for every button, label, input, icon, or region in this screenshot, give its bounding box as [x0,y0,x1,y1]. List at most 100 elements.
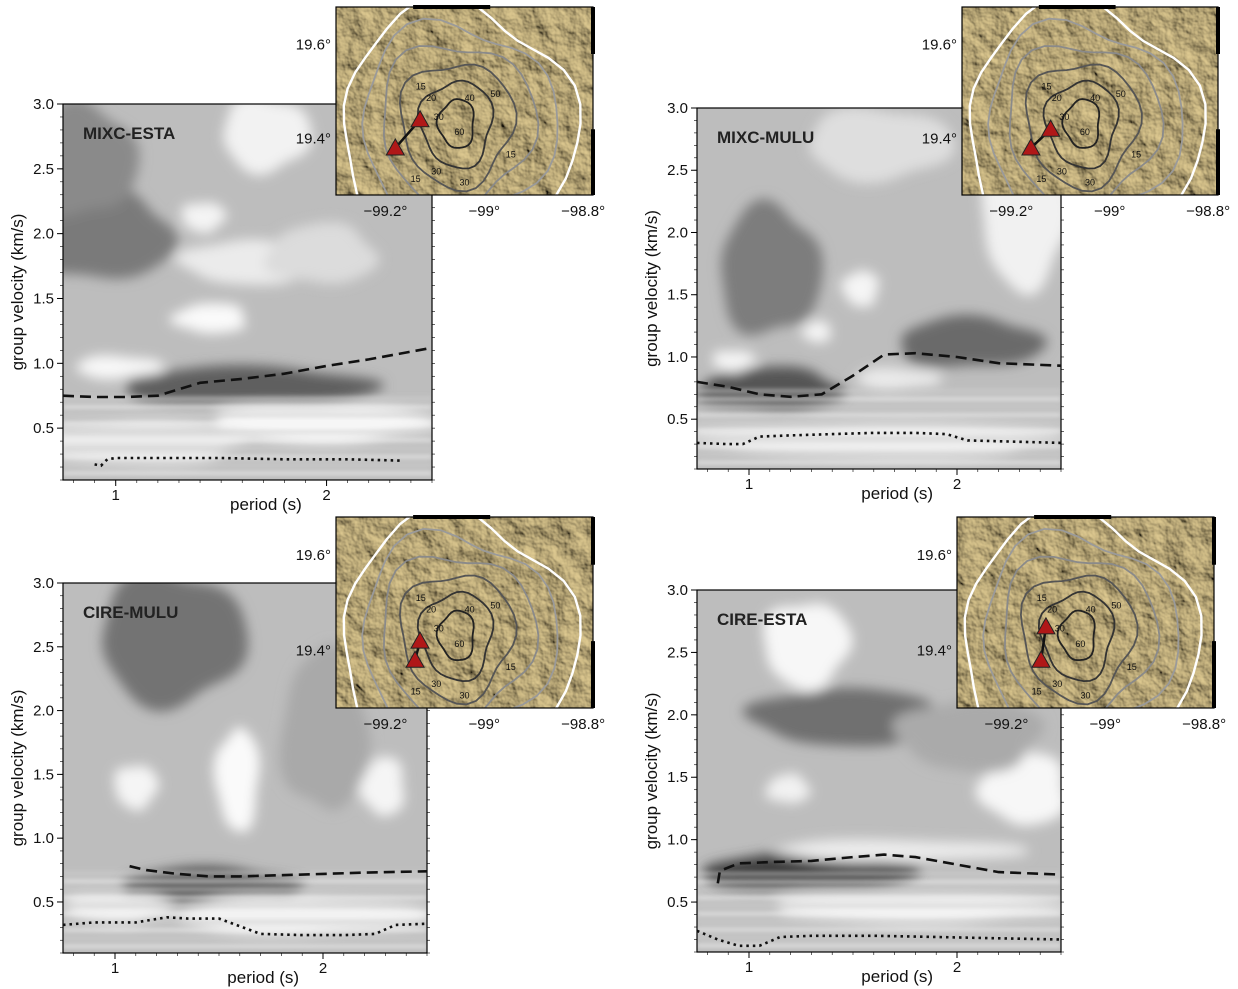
map-lon-label: −99.2° [363,716,407,733]
contour-label: 40 [465,93,475,103]
contour-label: 60 [1080,127,1090,137]
heatmap-streak [697,421,1061,425]
heatmap-blob [102,583,248,712]
heatmap-blob [125,365,385,404]
map-lon-label: −99° [469,716,500,733]
map-lon-label: −98.8° [1186,203,1230,220]
plot-frame [62,582,428,954]
x-tick-label: 1 [745,959,753,976]
contour-label: 30 [431,679,441,689]
heatmap-blob [114,765,159,811]
contour-label: 30 [1085,178,1095,188]
contour-label: 30 [1052,679,1062,689]
heatmap-streak [697,429,1061,433]
contour-label: 30 [459,178,469,188]
y-tick-label: 0.5 [33,420,54,437]
heatmap-blob [854,367,943,391]
contour-20 [987,17,1184,195]
map-lat-label: 19.6° [296,547,331,564]
heatmap-streak [63,904,427,908]
map-lat-label: 19.6° [296,37,331,54]
map-lon-label: −99.2° [984,716,1028,733]
y-tick-label: 3.0 [33,96,54,113]
y-tick-label: 0.5 [667,411,688,428]
heatmap-streak [697,944,1061,948]
x-tick-label: 1 [745,476,753,493]
heatmap-blob [358,757,405,817]
heatmap-blob [169,303,246,334]
y-tick-label: 1.0 [667,832,688,849]
heatmap-streak [697,936,1061,940]
contour-15 [963,517,1203,708]
x-tick-label: 1 [112,487,120,504]
y-axis-title: group velocity (km/s) [8,690,27,847]
contour-label: 30 [434,112,444,122]
heatmap-streak [697,453,1061,457]
panel-2: 0.5 1.0 1.5 2.0 2.5 3.0 1 2 period (s) group velo… [642,5,1230,503]
contour-20 [982,527,1180,708]
contour-label: 60 [454,127,464,137]
contour-label: 20 [426,605,436,615]
y-tick-label: 1.0 [667,349,688,366]
heatmap-blob [122,865,305,905]
dispersion-curve-dotted [94,456,401,468]
panel-title: MIXC-MULU [717,128,814,147]
contour-label: 20 [426,93,436,103]
panel-title: CIRE-MULU [83,603,178,622]
x-axis-title: period (s) [861,967,933,986]
plot-frame [62,103,433,481]
contour-label: 40 [1086,605,1096,615]
y-tick-label: 1.0 [33,355,54,372]
contour-40 [1024,63,1143,193]
heatmap-streak [697,437,1061,441]
dispersion-curve-dashed [129,864,428,878]
y-axis-title: group velocity (km/s) [642,210,661,367]
y-tick-label: 0.5 [33,894,54,911]
heatmap-streak [63,928,427,932]
x-tick-label: 2 [319,960,327,977]
heatmap-streak [63,446,432,450]
map-lon-label: −99.2° [363,203,407,220]
contour-label: 60 [454,639,464,649]
heatmap-blob [712,350,757,373]
contour-label: 40 [1090,93,1100,103]
x-axis-title: period (s) [230,495,302,514]
contour-label: 15 [1127,662,1137,672]
heatmap-streak [697,896,1061,900]
y-tick-label: 2.5 [33,639,54,656]
heatmap-streak [63,397,432,401]
contour-60 [1061,98,1101,149]
heatmap-blob [75,355,164,380]
map-lon-label: −99° [1090,716,1121,733]
heatmap-streak [697,445,1061,449]
heatmap-blob [901,314,1048,367]
heatmap-blob [223,104,312,176]
map-lon-label: −99° [469,203,500,220]
x-tick-label: 1 [111,960,119,977]
y-tick-label: 1.5 [33,290,54,307]
contour-label: 30 [1059,112,1069,122]
panel-title: MIXC-ESTA [83,124,175,143]
contour-label: 15 [1036,174,1046,184]
heatmap-blob [809,108,955,184]
heatmap-streak [697,389,1061,393]
contour-label: 50 [1116,89,1126,99]
contour-15 [342,517,582,708]
map-lon-label: −99.2° [989,203,1033,220]
heatmap-streak [63,463,432,467]
contour-label: 15 [411,174,421,184]
contour-label: 30 [459,690,469,700]
y-tick-label: 2.0 [33,703,54,720]
panel-1: 0.5 1.0 1.5 2.0 2.5 3.0 1 2 period (s) group velo… [8,5,605,514]
contour-label: 15 [416,593,426,603]
dispersion-curve-dashed [62,346,433,399]
y-tick-label: 2.5 [667,644,688,661]
contour-60 [435,609,475,662]
heatmap-streak [63,455,432,459]
heatmap-streak [697,920,1061,924]
heatmap-streak [63,413,432,417]
y-tick-label: 1.5 [667,287,688,304]
y-tick-label: 3.0 [667,582,688,599]
